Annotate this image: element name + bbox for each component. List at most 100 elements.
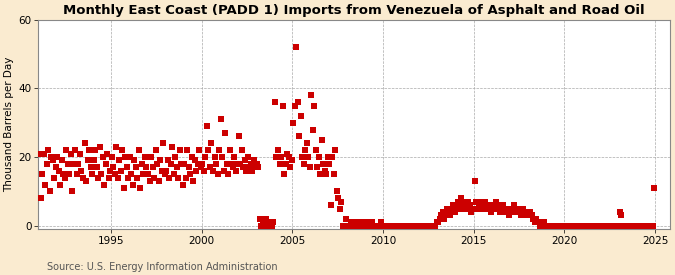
Point bbox=[585, 224, 596, 228]
Y-axis label: Thousand Barrels per Day: Thousand Barrels per Day bbox=[4, 57, 14, 192]
Point bbox=[518, 206, 529, 211]
Point bbox=[95, 145, 105, 149]
Point bbox=[63, 162, 74, 166]
Point bbox=[547, 224, 558, 228]
Point bbox=[167, 145, 178, 149]
Point bbox=[344, 224, 354, 228]
Point bbox=[500, 210, 510, 214]
Point bbox=[639, 224, 649, 228]
Point bbox=[412, 224, 423, 228]
Point bbox=[295, 114, 306, 118]
Point bbox=[247, 169, 258, 173]
Point bbox=[474, 203, 485, 207]
Point bbox=[109, 172, 120, 176]
Point bbox=[178, 182, 188, 187]
Point bbox=[58, 172, 69, 176]
Point bbox=[452, 199, 463, 204]
Point bbox=[470, 199, 481, 204]
Point bbox=[478, 203, 489, 207]
Point bbox=[91, 165, 102, 170]
Point bbox=[153, 179, 164, 183]
Point bbox=[286, 158, 297, 163]
Point bbox=[192, 162, 203, 166]
Point bbox=[304, 165, 315, 170]
Point bbox=[530, 220, 541, 224]
Point bbox=[105, 169, 115, 173]
Point bbox=[526, 213, 537, 218]
Point bbox=[524, 213, 535, 218]
Point bbox=[55, 182, 65, 187]
Point bbox=[510, 206, 520, 211]
Point bbox=[483, 203, 493, 207]
Point bbox=[241, 169, 252, 173]
Point bbox=[43, 148, 53, 152]
Point bbox=[313, 155, 324, 159]
Point bbox=[84, 148, 95, 152]
Point bbox=[64, 172, 75, 176]
Point bbox=[501, 206, 512, 211]
Point bbox=[174, 148, 185, 152]
Point bbox=[519, 210, 530, 214]
Point bbox=[306, 93, 317, 97]
Point bbox=[364, 224, 375, 228]
Point bbox=[629, 224, 640, 228]
Point bbox=[331, 189, 342, 194]
Point bbox=[254, 217, 265, 221]
Point bbox=[454, 203, 465, 207]
Point bbox=[240, 158, 250, 163]
Point bbox=[419, 224, 430, 228]
Point bbox=[394, 224, 404, 228]
Point bbox=[118, 186, 129, 190]
Point bbox=[221, 162, 232, 166]
Point bbox=[379, 224, 389, 228]
Point bbox=[72, 172, 82, 176]
Point bbox=[80, 179, 91, 183]
Point bbox=[224, 148, 235, 152]
Point bbox=[484, 206, 495, 211]
Point bbox=[158, 141, 169, 145]
Point bbox=[512, 210, 522, 214]
Point bbox=[203, 148, 214, 152]
Point bbox=[284, 155, 294, 159]
Point bbox=[504, 213, 514, 218]
Point bbox=[74, 152, 85, 156]
Point bbox=[294, 134, 304, 139]
Point bbox=[522, 210, 533, 214]
Point bbox=[446, 206, 457, 211]
Point bbox=[65, 152, 76, 156]
Point bbox=[362, 224, 373, 228]
Point bbox=[252, 162, 263, 166]
Point bbox=[599, 224, 610, 228]
Point bbox=[490, 199, 501, 204]
Point bbox=[96, 172, 107, 176]
Point bbox=[176, 162, 187, 166]
Point bbox=[111, 145, 122, 149]
Point bbox=[57, 158, 68, 163]
Point bbox=[198, 169, 209, 173]
Point bbox=[206, 141, 217, 145]
Point bbox=[421, 224, 431, 228]
Point bbox=[261, 217, 271, 221]
Point bbox=[605, 224, 616, 228]
Point bbox=[632, 224, 643, 228]
Point bbox=[603, 224, 614, 228]
Point bbox=[348, 224, 359, 228]
Point bbox=[273, 148, 284, 152]
Point bbox=[123, 175, 134, 180]
Point bbox=[170, 155, 181, 159]
Point bbox=[593, 224, 604, 228]
Point bbox=[101, 162, 111, 166]
Point bbox=[528, 217, 539, 221]
Point bbox=[363, 224, 374, 228]
Point bbox=[188, 179, 198, 183]
Point bbox=[539, 220, 549, 224]
Point bbox=[218, 169, 229, 173]
Point bbox=[36, 172, 47, 176]
Point bbox=[556, 224, 566, 228]
Point bbox=[182, 148, 192, 152]
Point bbox=[581, 224, 592, 228]
Point bbox=[148, 175, 159, 180]
Point bbox=[300, 148, 310, 152]
Point bbox=[395, 224, 406, 228]
Point bbox=[427, 224, 437, 228]
